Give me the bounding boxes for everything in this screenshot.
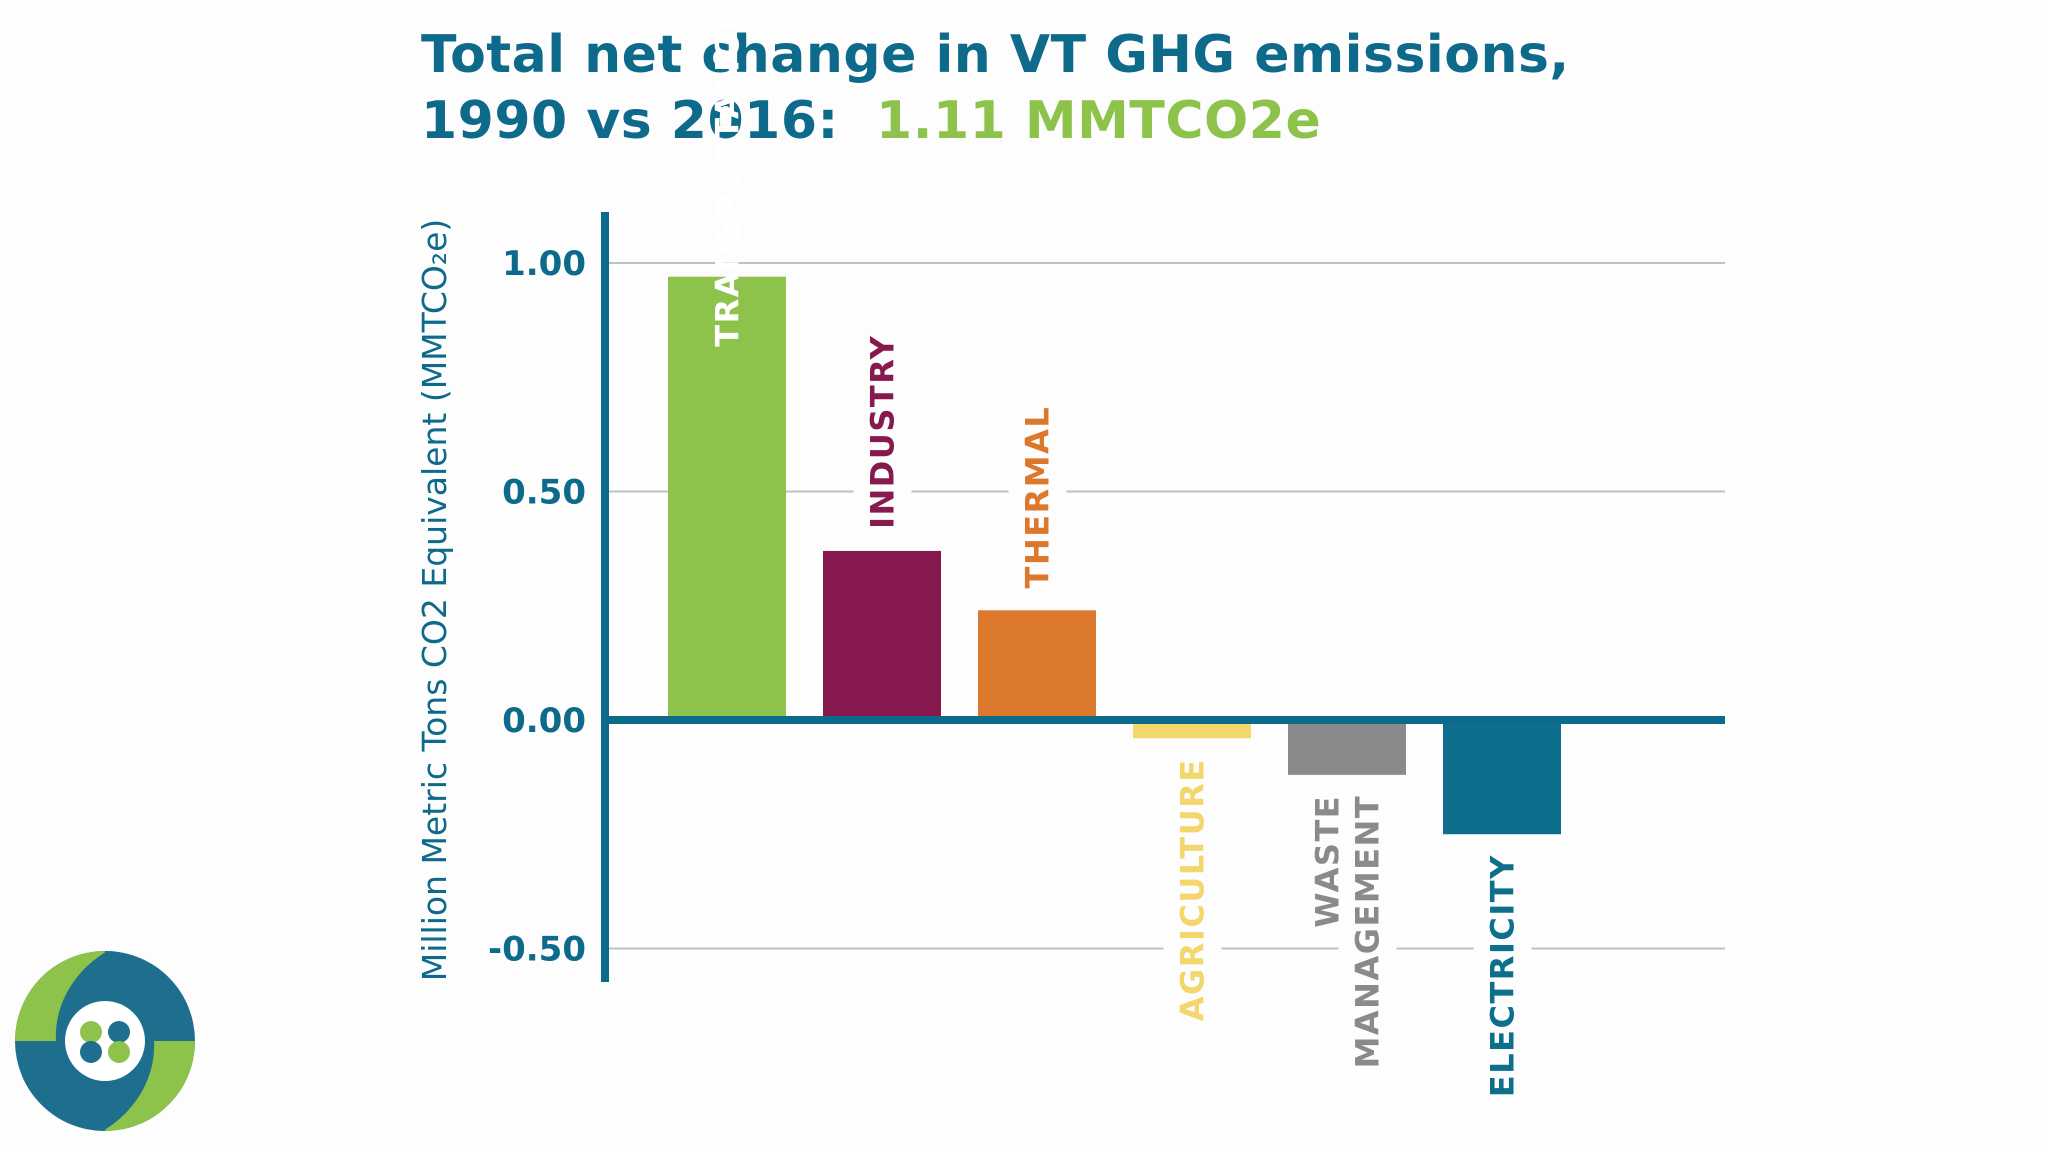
y-tick-label: -0.50 bbox=[488, 930, 586, 970]
bar-label: ELECTRICITY bbox=[1484, 854, 1522, 1097]
bar-waste-management bbox=[1288, 720, 1406, 775]
y-axis-label: Million Metric Tons CO2 Equivalent (MMTC… bbox=[415, 219, 454, 982]
y-tick-label: 0.50 bbox=[502, 473, 586, 513]
bar-transportation bbox=[668, 276, 786, 720]
bar-label: THERMAL bbox=[1019, 406, 1057, 589]
bar-label: AGRICULTURE bbox=[1174, 758, 1212, 1021]
organization-logo-icon bbox=[15, 951, 195, 1131]
bar-label: INDUSTRY bbox=[864, 335, 902, 529]
bar-label: TRANSPORTATION bbox=[709, 1, 747, 346]
bar-label-background bbox=[1338, 788, 1397, 1075]
chart-title-highlight: 1.11 MMTCO2e bbox=[876, 91, 1322, 151]
chart-title-line1: Total net change in VT GHG emissions, bbox=[421, 25, 1570, 85]
bar-industry bbox=[823, 550, 941, 720]
bar-label-background bbox=[1473, 848, 1532, 1104]
y-tick-label: 0.00 bbox=[502, 701, 586, 741]
bar-thermal bbox=[978, 610, 1096, 720]
y-tick-label: 1.00 bbox=[502, 244, 586, 284]
chart-title: Total net change in VT GHG emissions, 199… bbox=[421, 22, 1570, 154]
bar-label-background bbox=[1008, 399, 1067, 595]
bar-agriculture bbox=[1133, 720, 1251, 739]
bar-label: MANAGEMENT bbox=[1349, 795, 1387, 1069]
chart-title-line2: 1990 vs 2016: bbox=[421, 91, 839, 151]
bar-label-background bbox=[1163, 752, 1222, 1028]
bar-electricity bbox=[1443, 720, 1561, 835]
bar-label-background bbox=[853, 328, 912, 535]
